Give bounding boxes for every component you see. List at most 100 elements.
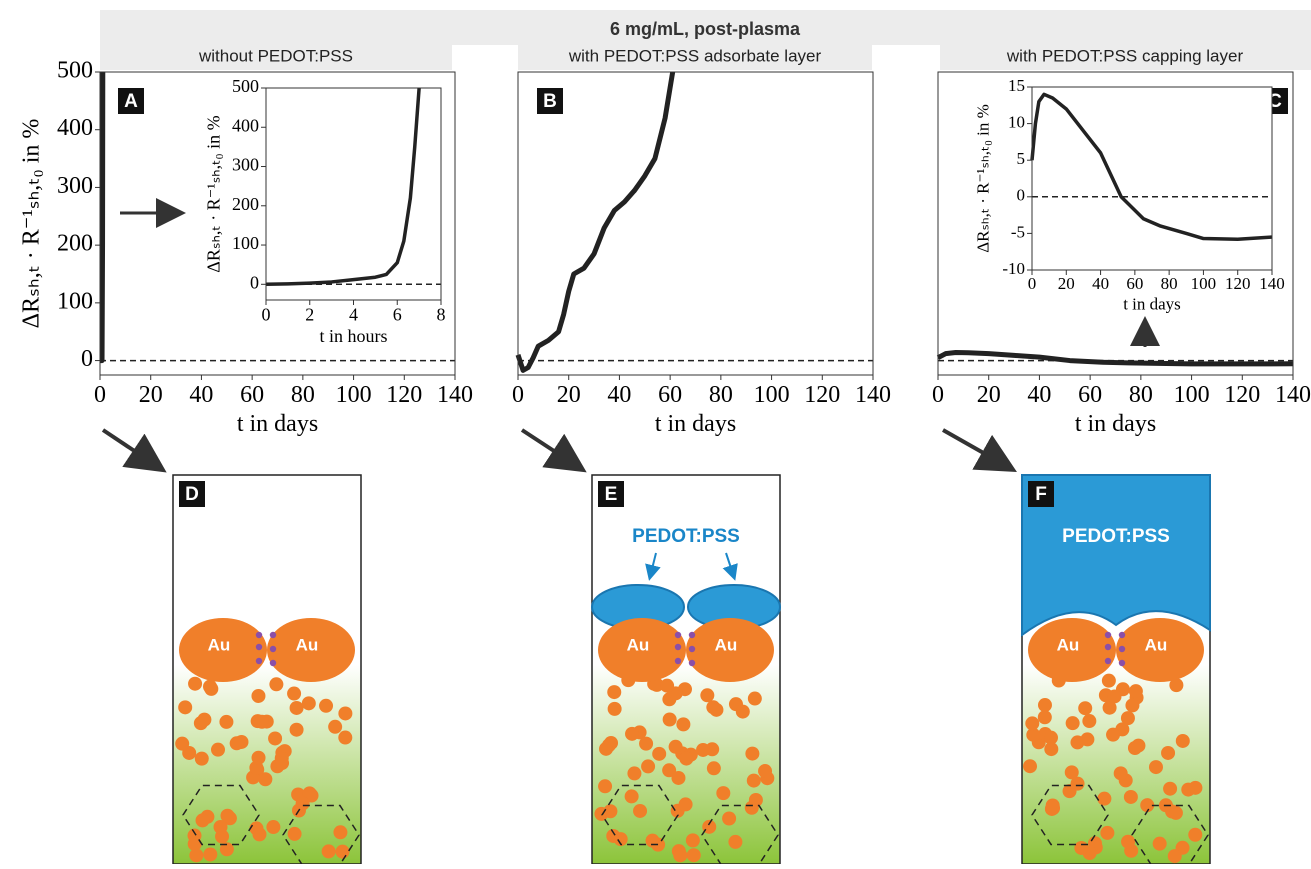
nanoparticle [252,827,267,842]
nanoparticle [1064,765,1079,780]
nanoparticle [599,741,614,756]
lattice [282,804,360,866]
column-title: with PEDOT:PSS capping layer [1006,46,1244,65]
column-band [518,45,872,70]
lattice [601,784,679,846]
nanoparticle [645,833,660,848]
nanoparticle [229,736,244,751]
x-tick-label: 0 [932,382,944,408]
nanoparticle [709,702,724,717]
linker [1118,645,1126,653]
particle-label: Au [208,635,231,654]
nanoparticle [213,820,228,835]
nanoparticle [1097,791,1112,806]
axes-frame [937,71,1294,376]
y-axis-label: ΔRₛₕ,ₜ · R⁻¹ₛₕ,ₜ₀ in % [18,119,44,329]
lattice [701,804,779,866]
nanoparticle [295,796,310,811]
gold-particle [179,618,267,682]
lattice [1031,784,1109,846]
nanoparticle [728,834,743,849]
x-tick-label: 80 [709,382,733,408]
panel-badge [118,88,144,114]
x-tick-label: 140 [855,382,891,408]
nanoparticle [598,779,613,794]
nanoparticle [194,751,209,766]
x-axis-label: t in days [237,411,318,437]
nanoparticle [1107,689,1122,704]
nanoparticle [1037,710,1052,725]
panel-badge [537,88,563,114]
nanoparticle [251,750,266,765]
column-title: with PEDOT:PSS adsorbate layer [568,46,822,65]
x-tick-label: 0 [262,304,271,324]
linker [674,657,682,665]
panel-letter: A [124,91,138,112]
layer-label: PEDOT:PSS [632,526,740,547]
x-tick-label: 20 [1058,274,1075,293]
x-tick-label: 80 [1129,382,1153,408]
linker [269,645,277,653]
x-tick-label: 120 [1224,382,1260,408]
x-tick-label: 100 [1174,382,1210,408]
y-tick-label: 500 [57,58,93,84]
x-tick-label: 60 [240,382,264,408]
nanoparticle [671,770,686,785]
x-tick-label: 8 [437,304,446,324]
nanoparticle [745,746,760,761]
nanoparticle [189,848,204,863]
nanoparticle [1169,678,1184,693]
nanoparticle [1037,698,1052,713]
linker [269,631,277,639]
y-tick-label: 5 [1017,149,1026,168]
data-line [99,71,106,364]
y-tick-label: 0 [250,272,259,292]
linker [1118,659,1126,667]
nanoparticle [1167,849,1182,864]
inset-background [1032,87,1272,270]
nanoparticle [662,763,677,778]
nanoparticle [333,825,348,840]
y-tick-label: 10 [1008,113,1025,132]
nanoparticle [676,717,691,732]
nanoparticle [639,736,654,751]
linker [688,631,696,639]
x-tick-label: 20 [557,382,581,408]
nanoparticle [758,764,773,779]
y-axis-label: ΔRₛₕ,ₜ · R⁻¹ₛₕ,ₜ₀ in % [204,115,224,272]
particle-label: Au [296,635,319,654]
nanoparticle [1168,805,1183,820]
x-tick-label: 60 [658,382,682,408]
panel-letter: B [543,91,557,112]
y-tick-label: -5 [1011,222,1025,241]
y-tick-label: 100 [232,233,259,253]
gold-particle [598,618,686,682]
nanoparticle [211,742,226,757]
y-tick-label: 100 [57,288,93,314]
nanoparticle [178,700,193,715]
nanoparticle [607,685,622,700]
nanoparticle [1125,698,1140,713]
y-tick-label: 400 [57,115,93,141]
x-tick-label: 0 [94,382,106,408]
nanoparticle [673,848,688,863]
gold-particle [267,618,355,682]
nanoparticle [302,786,317,801]
nanoparticle [660,678,675,693]
linker [674,643,682,651]
nanoparticle [1044,742,1059,757]
linker [255,643,263,651]
x-axis-label: t in hours [319,326,387,346]
x-tick-label: 120 [804,382,840,408]
linker [688,645,696,653]
nanoparticle [1148,760,1163,775]
nanoparticle [747,691,762,706]
y-tick-label: -10 [1002,259,1025,278]
column-band [100,45,452,70]
nanoparticle [195,813,210,828]
x-tick-label: 6 [393,304,402,324]
y-tick-label: 200 [232,194,259,214]
nanoparticle [1065,716,1080,731]
axes-frame [517,71,874,376]
